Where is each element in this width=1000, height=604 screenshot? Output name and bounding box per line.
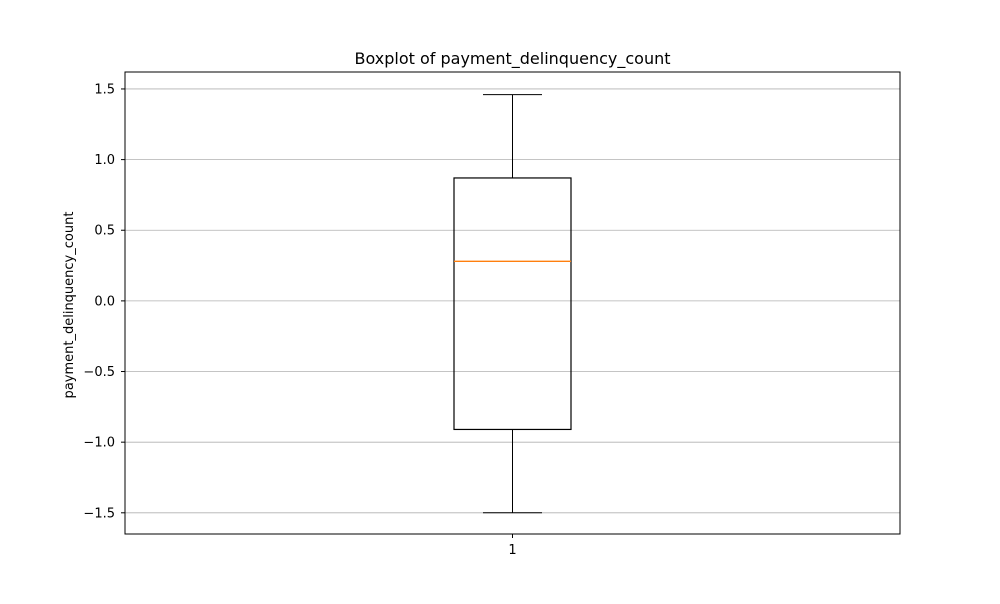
y-tick-label: 0.5 [94,224,115,239]
y-axis-label: payment_delinquency_count [62,212,77,399]
x-axis-ticks: 1 [508,534,517,558]
iqr-box [453,177,572,431]
y-tick-label: 1.5 [94,82,115,97]
y-axis-ticks: −1.5 −1.0 −0.5 0.0 0.5 1.0 1.5 [83,82,125,521]
x-tick-label: 1 [508,543,516,558]
y-tick-label: 1.0 [94,153,115,168]
chart-title: Boxplot of payment_delinquency_count [355,49,671,69]
y-tick-label: −0.5 [83,365,115,380]
y-tick-label: −1.0 [83,436,115,451]
y-tick-label: −1.5 [83,506,115,521]
box-layer [453,94,572,514]
y-tick-label: 0.0 [94,294,115,309]
